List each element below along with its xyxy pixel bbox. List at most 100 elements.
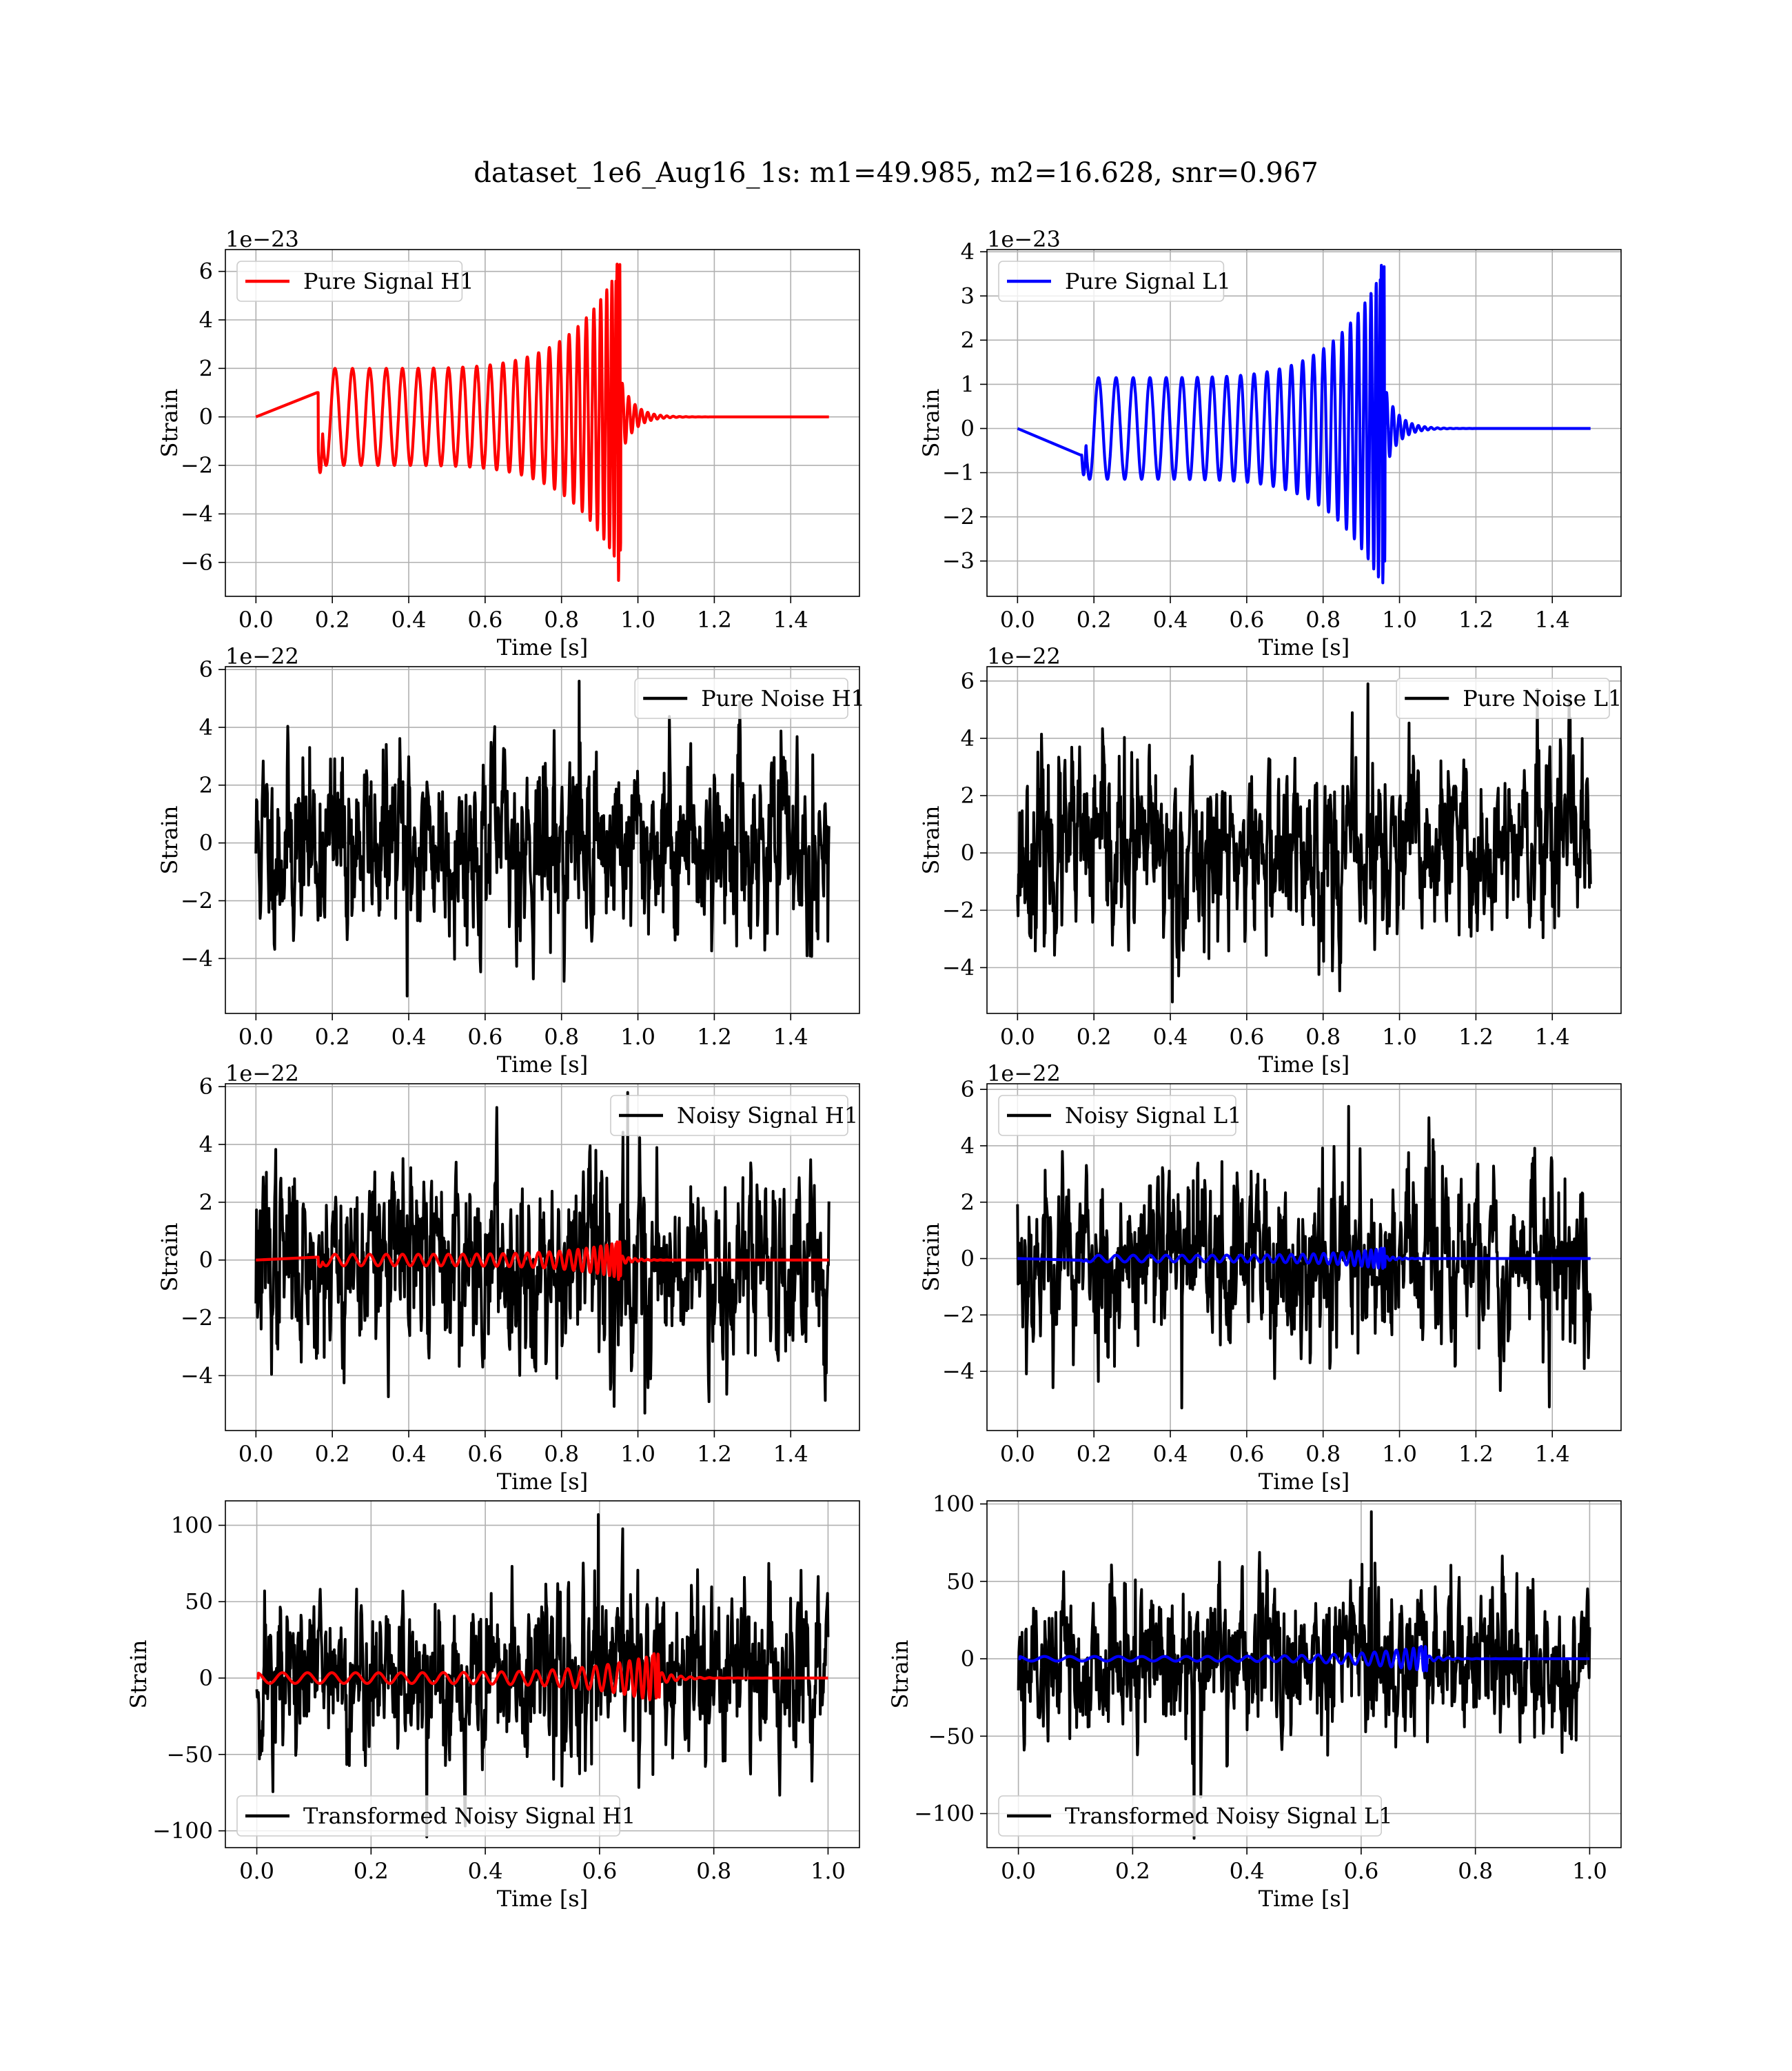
legend-label: Pure Noise L1 [1463,685,1622,711]
series-group [254,1091,831,1415]
x-tick-label: 1.2 [1458,607,1494,633]
y-tick-label: −100 [152,1818,213,1844]
x-tick-label: 0.8 [544,1441,579,1467]
transformed-noisy-signal-h1-axes: 0.0 0.2 0.4 0.6 0.8 1.0 −100 −50 0 50 100 Time [s] S… [125,1500,860,1912]
legend-box [236,261,463,302]
x-tick-label: 0.2 [1115,1858,1150,1884]
y-tick-label: −1 [942,460,975,486]
x-axis-label: Time [s] [1259,1886,1350,1912]
legend-box [998,1795,1383,1837]
y-tick-label: −2 [942,897,975,923]
x-tick-label: 0.6 [467,607,502,633]
y-tick-label: −2 [181,888,213,914]
y-tick-label: 0 [199,830,213,856]
x-tick-label: 0.8 [696,1858,731,1884]
y-tick-label: 4 [961,1133,975,1159]
x-tick-label: 0.2 [315,607,350,633]
series-group [1016,682,1592,1004]
axes-frame [225,1500,860,1848]
legend-label: Noisy Signal L1 [1065,1102,1242,1129]
axis-offset-label: 1e−22 [225,1060,299,1087]
series-line-0 [254,680,831,998]
axes-frame [225,249,860,597]
axis-offset-label: 1e−23 [225,226,299,252]
x-tick-label: 0.4 [391,1024,427,1050]
legend-label: Pure Noise H1 [701,685,865,711]
y-axis-label: Strain [887,1640,913,1709]
series-group [254,680,831,998]
y-tick-label: 100 [933,1491,975,1517]
x-tick-label: 0.2 [1077,1024,1112,1050]
series-group [1017,263,1592,585]
x-tick-label: 1.4 [773,607,808,633]
y-axis-label: Strain [918,1223,944,1292]
y-tick-label: −6 [181,549,213,576]
legend: Pure Noise H1 [634,678,865,719]
legend-box [1396,678,1610,719]
y-tick-label: 6 [961,1076,975,1102]
series-group [1017,1510,1591,1840]
y-tick-label: −2 [942,1302,975,1328]
x-tick-label: 0.0 [1000,1441,1035,1467]
axes-frame [986,666,1622,1014]
x-tick-label: 1.0 [1382,607,1417,633]
transformed-noisy-signal-l1-axes: 0.0 0.2 0.4 0.6 0.8 1.0 −100 −50 0 50 100 Time [s] S… [887,1491,1622,1912]
y-tick-label: 2 [961,782,975,809]
noisy-signal-h1-axes: 0.0 0.2 0.4 0.6 0.8 1.0 1.2 1.4 −4 −2 0 2 4 6 Time [s]… [156,1060,860,1495]
x-axis-label: Time [s] [1259,634,1350,660]
series-line-1 [256,1240,831,1282]
x-tick-label: 0.4 [1153,1024,1188,1050]
series-group [255,263,831,582]
x-tick-label: 1.0 [620,1024,655,1050]
x-tick-label: 0.0 [1000,1024,1035,1050]
x-tick-label: 1.0 [1382,1024,1417,1050]
x-tick-label: 0.6 [467,1024,502,1050]
series-line-0 [1017,263,1592,585]
series-line-0 [1017,1510,1591,1840]
y-tick-label: 1 [961,371,975,397]
x-axis-label: Time [s] [497,1468,588,1495]
y-tick-label: −4 [942,1358,975,1384]
series-line-0 [255,263,831,582]
y-tick-label: 0 [199,1247,213,1273]
axis-offset-label: 1e−22 [987,1060,1061,1087]
x-tick-label: 1.4 [773,1441,808,1467]
legend-label: Pure Signal H1 [303,268,474,294]
x-tick-label: 1.2 [1458,1441,1494,1467]
x-tick-label: 1.2 [697,1024,732,1050]
x-tick-label: 0.2 [1077,607,1112,633]
y-tick-label: 4 [961,725,975,751]
x-tick-label: 0.8 [1305,607,1341,633]
legend: Transformed Noisy Signal L1 [998,1795,1393,1837]
noisy-signal-l1-axes: 0.0 0.2 0.4 0.6 0.8 1.0 1.2 1.4 −4 −2 0 2 4 6 Time [s]… [918,1060,1622,1495]
y-tick-label: 6 [199,259,213,285]
x-tick-label: 1.2 [697,1441,732,1467]
series-line-0 [254,1091,831,1415]
x-tick-label: 0.6 [1229,1441,1264,1467]
x-tick-label: 0.2 [354,1858,389,1884]
axes-frame [225,666,860,1014]
x-tick-label: 1.0 [620,1441,655,1467]
legend-label: Transformed Noisy Signal H1 [303,1803,635,1829]
y-tick-label: −3 [942,548,975,574]
legend-box [998,261,1225,302]
series-line-0 [255,1513,830,1839]
x-tick-label: 0.6 [582,1858,617,1884]
y-tick-label: −4 [181,501,213,527]
x-tick-label: 1.4 [1535,1024,1570,1050]
y-tick-label: 50 [185,1588,213,1615]
y-tick-label: 0 [961,416,975,442]
legend-label: Noisy Signal H1 [677,1102,858,1129]
legend-box [634,678,848,719]
x-axis-label: Time [s] [497,1886,588,1912]
legend-box [610,1095,848,1136]
x-tick-label: 0.8 [1458,1858,1493,1884]
x-tick-label: 1.2 [697,607,732,633]
y-tick-label: −4 [181,945,213,971]
x-tick-label: 0.6 [1229,607,1264,633]
y-tick-label: 4 [199,1131,213,1158]
x-tick-label: 0.2 [1077,1441,1112,1467]
legend-box [236,1795,621,1837]
x-axis-label: Time [s] [497,634,588,660]
